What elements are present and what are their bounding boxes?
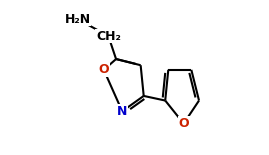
Text: H₂N: H₂N (65, 13, 91, 26)
Text: O: O (98, 63, 109, 76)
Text: CH₂: CH₂ (96, 29, 121, 42)
Text: O: O (178, 117, 189, 130)
Text: N: N (117, 105, 128, 118)
